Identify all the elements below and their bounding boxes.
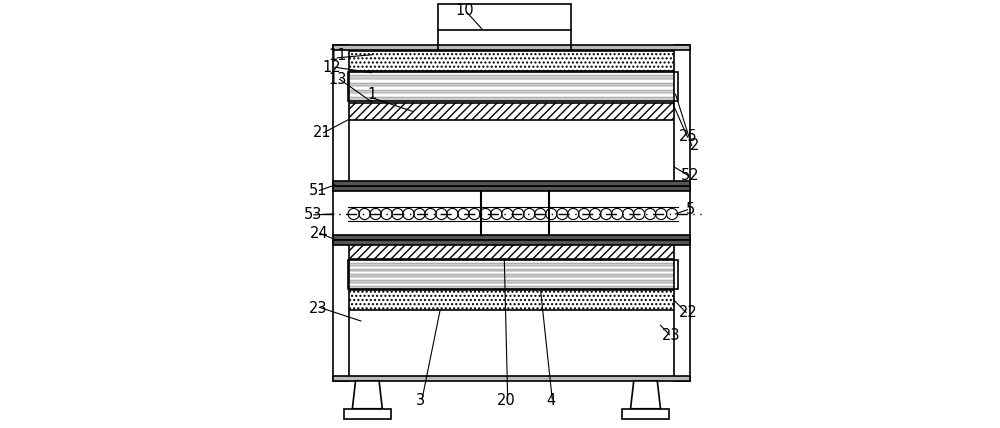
Bar	[348, 260, 678, 289]
Text: 23: 23	[309, 300, 327, 316]
Text: 13: 13	[328, 71, 347, 87]
Text: 52: 52	[681, 168, 700, 183]
Bar	[333, 181, 690, 186]
Bar	[348, 83, 678, 86]
Text: 24: 24	[310, 226, 329, 241]
Bar	[348, 266, 678, 268]
Text: 20: 20	[497, 392, 516, 408]
Bar	[348, 51, 678, 71]
Bar	[348, 277, 678, 280]
Text: 5: 5	[686, 202, 695, 217]
Text: 21: 21	[313, 125, 332, 140]
Bar	[333, 186, 690, 240]
Bar	[348, 274, 678, 277]
Bar	[344, 409, 391, 419]
Text: 12: 12	[323, 59, 342, 75]
Bar	[348, 90, 678, 93]
Bar	[348, 268, 678, 271]
Bar	[348, 286, 678, 289]
Bar	[333, 45, 690, 50]
Bar	[348, 260, 678, 263]
Bar	[348, 263, 678, 266]
Bar	[348, 86, 678, 90]
Text: 11: 11	[328, 48, 347, 63]
Text: 10: 10	[456, 3, 474, 18]
Bar	[348, 103, 678, 120]
Text: 25: 25	[679, 129, 698, 145]
Bar	[348, 72, 678, 101]
Bar	[438, 4, 571, 30]
Text: 51: 51	[309, 183, 327, 198]
Bar	[674, 240, 690, 381]
Bar	[674, 45, 690, 186]
Bar	[333, 45, 349, 186]
Text: 4: 4	[547, 392, 556, 408]
Text: 1: 1	[367, 86, 376, 102]
Bar	[333, 376, 690, 381]
Bar	[348, 75, 678, 79]
Text: 2: 2	[690, 138, 699, 153]
Bar	[348, 79, 678, 83]
Bar	[348, 271, 678, 274]
Bar	[333, 235, 690, 240]
Bar	[348, 93, 678, 97]
Bar	[622, 409, 669, 419]
Bar	[348, 242, 678, 259]
Polygon shape	[631, 381, 660, 409]
Bar	[348, 72, 678, 75]
Text: 53: 53	[303, 207, 322, 223]
Bar	[333, 240, 690, 245]
Bar	[348, 280, 678, 283]
Bar	[348, 290, 678, 310]
Bar	[333, 240, 349, 381]
Text: 3: 3	[416, 392, 425, 408]
Polygon shape	[352, 381, 382, 409]
Bar	[348, 97, 678, 101]
Text: 22: 22	[679, 305, 698, 320]
Bar	[348, 283, 678, 286]
Text: 23: 23	[662, 328, 680, 344]
Bar	[333, 186, 690, 191]
